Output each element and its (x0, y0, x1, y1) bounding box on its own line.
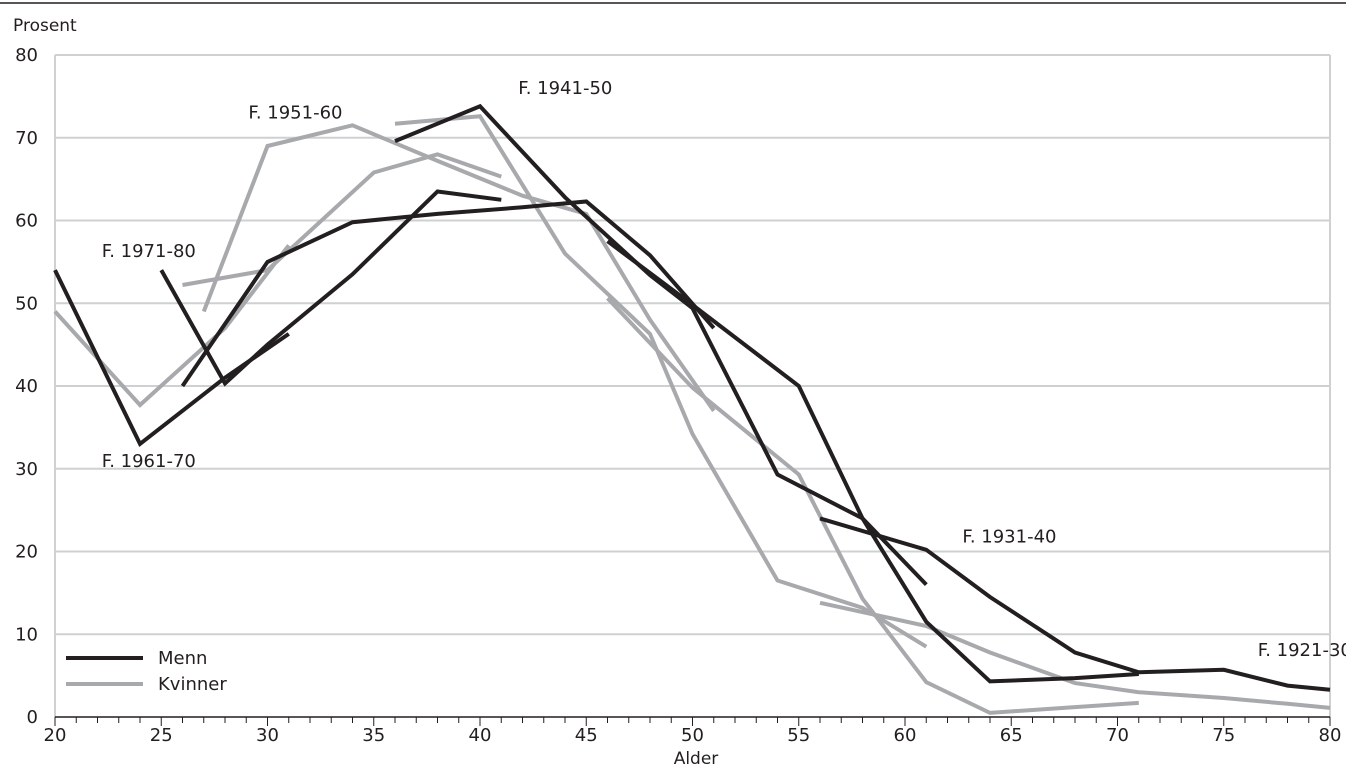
x-axis-label: Alder (674, 749, 719, 767)
series-line-menn (394, 103, 928, 586)
legend-label: Menn (158, 648, 207, 669)
series-line-kvinner (182, 152, 502, 287)
series-line-menn (606, 239, 1139, 684)
x-tick-label: 30 (256, 725, 279, 746)
x-tick-label: 70 (1106, 725, 1129, 746)
x-tick-label: 40 (469, 725, 492, 746)
x-tick-label: 80 (1319, 725, 1342, 746)
x-tick-label: 45 (575, 725, 598, 746)
x-tick-label: 50 (681, 725, 704, 746)
series-line-kvinner (394, 114, 928, 649)
cohort-label: F. 1961-70 (102, 451, 196, 472)
series-line-kvinner (819, 600, 1331, 710)
series-line-menn (159, 189, 502, 387)
x-tick-label: 35 (362, 725, 385, 746)
y-tick-label: 70 (15, 128, 38, 149)
x-tick-label: 55 (787, 725, 810, 746)
cohort-label: F. 1951-60 (248, 103, 342, 124)
y-tick-label: 10 (15, 624, 38, 645)
series-line-menn (180, 199, 716, 388)
series-line-kvinner (53, 244, 291, 408)
cohort-label: F. 1921-30 (1258, 640, 1346, 661)
x-tick-label: 60 (894, 725, 917, 746)
grid-lines (55, 54, 1330, 636)
cohort-annotations: F. 1971-80 F. 1961-70 F. 1951-60 F. 1941-50… (102, 78, 1346, 661)
y-tick-label: 60 (15, 211, 38, 232)
cohort-label: F. 1941-50 (518, 78, 612, 99)
y-tick-label: 40 (15, 376, 38, 397)
x-tick-label: 20 (44, 725, 67, 746)
series-line-kvinner (201, 123, 716, 412)
x-tick-label: 25 (150, 725, 173, 746)
axes: 0 10 20 30 40 50 60 70 80 20 25 30 35 40 45 50 55 60 65 70 7… (15, 45, 1341, 746)
x-tick-label: 75 (1212, 725, 1235, 746)
cohort-label: F. 1971-80 (102, 241, 196, 262)
series-line-kvinner (606, 296, 1139, 715)
x-tick-label: 65 (1000, 725, 1023, 746)
cohort-label: F. 1931-40 (962, 526, 1056, 547)
y-tick-label: 80 (15, 45, 38, 66)
legend-label: Kvinner (158, 674, 227, 695)
y-tick-label: 50 (15, 293, 38, 314)
series-line-menn (819, 516, 1331, 692)
y-tick-label: 20 (15, 542, 38, 563)
y-tick-label: 30 (15, 459, 38, 480)
series-lines (53, 103, 1331, 715)
legend: Menn Kvinner (66, 648, 227, 695)
y-tick-label: 0 (27, 707, 38, 728)
y-axis-label: Prosent (13, 16, 77, 36)
